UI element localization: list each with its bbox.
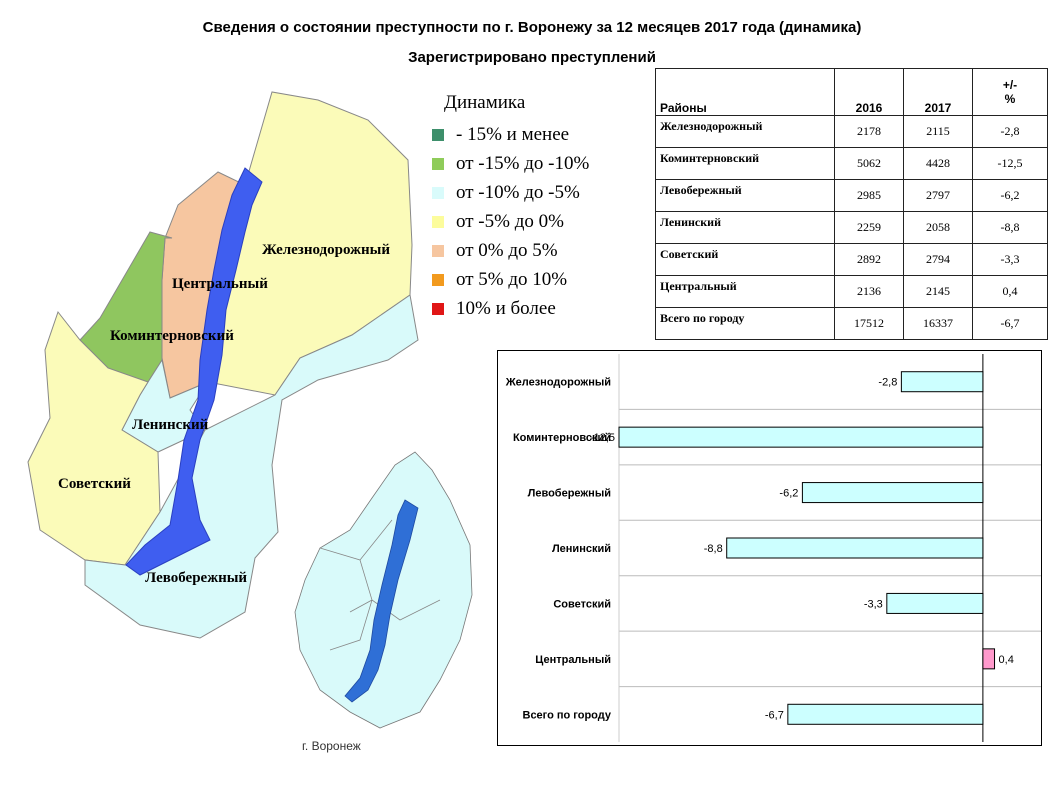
bar [787, 703, 984, 725]
legend-label: от 0% до 5% [456, 239, 558, 261]
value-label: -12,5 [590, 432, 615, 444]
value-label: -6,7 [765, 709, 784, 721]
cell-2017: 4428 [903, 147, 973, 180]
label-sovetsky: Советский [58, 476, 131, 492]
header-change: +/- % [972, 68, 1048, 116]
bar [726, 537, 984, 559]
label-kominternovsky: Коминтерновский [110, 328, 234, 344]
category-label: Центральный [535, 654, 611, 666]
legend-item: от 5% до 10% [432, 265, 589, 294]
value-label: -8,8 [704, 543, 723, 555]
legend-swatch [432, 128, 444, 141]
legend-swatch [432, 186, 444, 199]
legend-label: - 15% и менее [456, 123, 570, 145]
cell-2016: 5062 [834, 147, 904, 180]
cell-district: Левобережный [655, 179, 835, 212]
value-label: -6,2 [779, 488, 798, 500]
legend-swatch [432, 302, 444, 315]
cell-district: Ленинский [655, 211, 835, 244]
category-label: Всего по городу [523, 709, 612, 721]
bar [618, 426, 984, 448]
category-label: Левобережный [528, 488, 611, 500]
cell-2016: 2892 [834, 243, 904, 276]
cell-2016: 2259 [834, 211, 904, 244]
table-row: Всего по городу 17512 16337 -6,7 [655, 307, 1048, 340]
category-label: Коминтерновский [513, 432, 611, 444]
legend: Динамика - 15% и менее от -15% до -10% о… [432, 92, 589, 323]
cell-district: Железнодорожный [655, 115, 835, 148]
legend-label: от 5% до 10% [456, 268, 568, 290]
bar [982, 648, 996, 670]
table-row: Ленинский 2259 2058 -8,8 [655, 211, 1048, 244]
main-title: Сведения о состоянии преступности по г. … [202, 19, 862, 36]
legend-item: от -10% до -5% [432, 178, 589, 207]
category-label: Железнодорожный [505, 377, 611, 389]
value-label: -3,3 [864, 598, 883, 610]
river-voronezh [125, 167, 263, 576]
value-label: 0,4 [999, 654, 1014, 666]
table-header-row: Районы 2016 2017 +/- % [655, 68, 1048, 116]
cell-change: -6,2 [972, 179, 1048, 212]
bar [801, 482, 984, 504]
cell-district: Центральный [655, 275, 835, 308]
district-map: Железнодорожный Центральный Коминтерновс… [27, 91, 473, 753]
inset-caption: г. Воронеж [302, 739, 361, 753]
cell-2016: 2136 [834, 275, 904, 308]
cell-2017: 2145 [903, 275, 973, 308]
legend-label: от -15% до -10% [456, 152, 590, 174]
category-label: Ленинский [552, 543, 611, 555]
cell-2017: 2058 [903, 211, 973, 244]
value-label: -2,8 [878, 377, 897, 389]
legend-item: - 15% и менее [432, 120, 589, 149]
table-row: Центральный 2136 2145 0,4 [655, 275, 1048, 308]
cell-2017: 2115 [903, 115, 973, 148]
legend-title: Динамика [444, 92, 526, 113]
cell-district: Всего по городу [655, 307, 835, 340]
legend-item: от 0% до 5% [432, 236, 589, 265]
inset-map [294, 451, 473, 729]
stats-table: Районы 2016 2017 +/- % Железнодорожный 21… [655, 68, 1048, 340]
change-bar-chart: Железнодорожный -2,8 Коминтерновский-12,5 Л… [497, 350, 1042, 746]
sub-title: Зарегистрировано преступлений [408, 49, 656, 66]
legend-item: 10% и более [432, 294, 589, 323]
bar [900, 371, 984, 393]
cell-2016: 2178 [834, 115, 904, 148]
header-2017: 2017 [903, 68, 973, 116]
bar [886, 592, 984, 614]
cell-2017: 2797 [903, 179, 973, 212]
cell-2017: 2794 [903, 243, 973, 276]
cell-change: -2,8 [972, 115, 1048, 148]
cell-district: Коминтерновский [655, 147, 835, 180]
legend-label: от -10% до -5% [456, 181, 580, 203]
legend-item: от -15% до -10% [432, 149, 589, 178]
legend-label: 10% и более [456, 297, 556, 319]
label-zheleznodorozhny: Железнодорожный [262, 242, 390, 258]
table-row: Левобережный 2985 2797 -6,2 [655, 179, 1048, 212]
legend-swatch [432, 215, 444, 228]
cell-2016: 2985 [834, 179, 904, 212]
table-row: Коминтерновский 5062 4428 -12,5 [655, 147, 1048, 180]
table-row: Советский 2892 2794 -3,3 [655, 243, 1048, 276]
cell-district: Советский [655, 243, 835, 276]
cell-2017: 16337 [903, 307, 973, 340]
header-2016: 2016 [834, 68, 904, 116]
label-levoberezhny: Левобережный [145, 570, 247, 586]
cell-change: -8,8 [972, 211, 1048, 244]
header-district: Районы [655, 68, 835, 116]
cell-2016: 17512 [834, 307, 904, 340]
legend-swatch [432, 244, 444, 257]
cell-change: -12,5 [972, 147, 1048, 180]
category-label: Советский [553, 598, 611, 610]
cell-change: -3,3 [972, 243, 1048, 276]
legend-swatch [432, 273, 444, 286]
legend-label: от -5% до 0% [456, 210, 564, 232]
legend-swatch [432, 157, 444, 170]
cell-change: -6,7 [972, 307, 1048, 340]
table-row: Железнодорожный 2178 2115 -2,8 [655, 115, 1048, 148]
legend-item: от -5% до 0% [432, 207, 589, 236]
label-leninsky: Ленинский [132, 417, 209, 433]
cell-change: 0,4 [972, 275, 1048, 308]
label-tsentralny: Центральный [172, 276, 268, 292]
